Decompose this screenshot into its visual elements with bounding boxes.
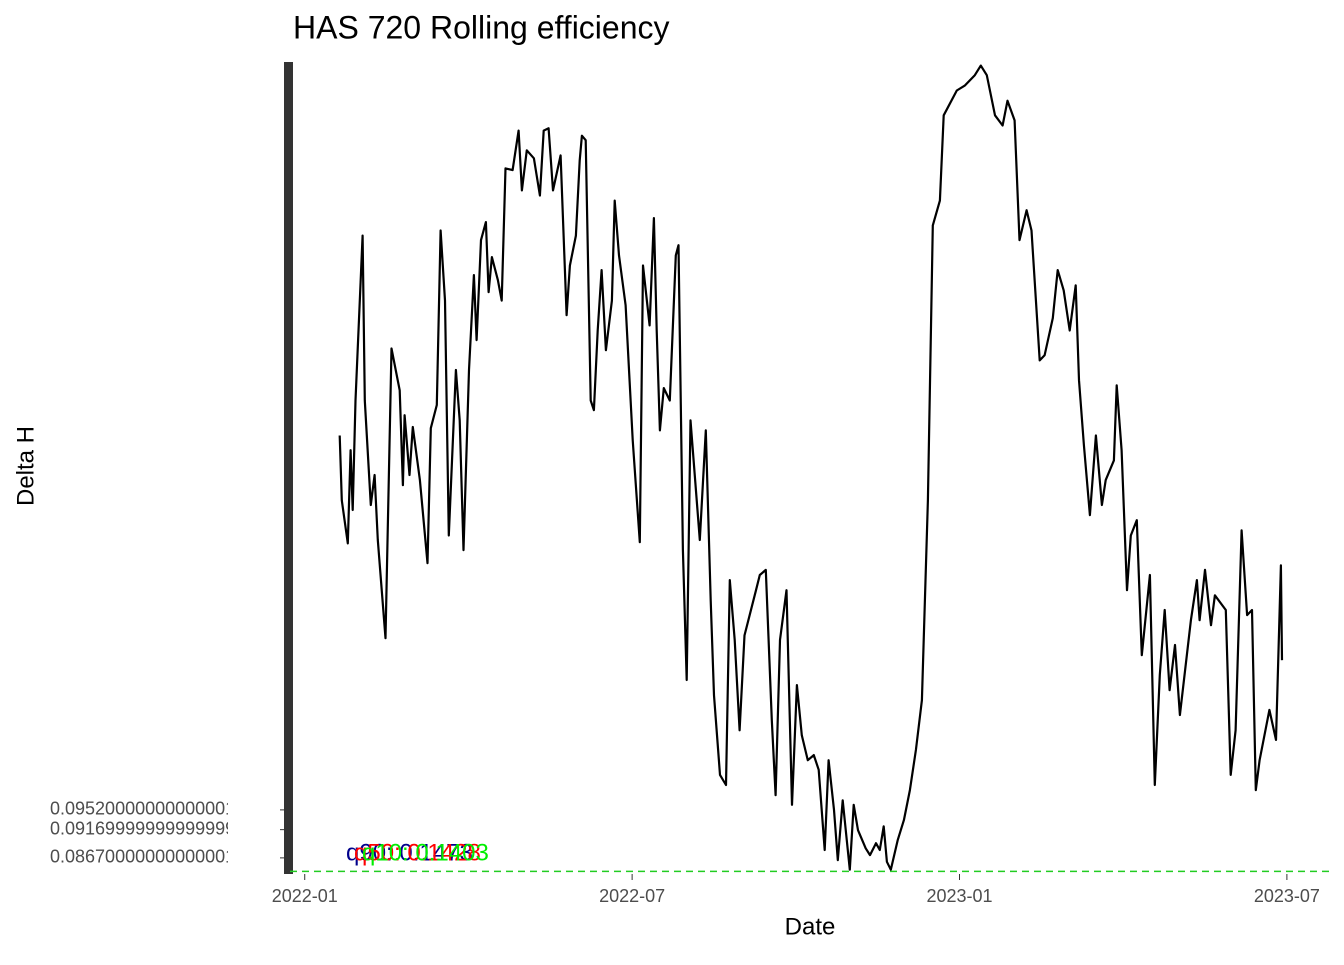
- y-tick-label: 0.09169999999999999: [50, 818, 235, 838]
- chart-title: HAS 720 Rolling efficiency: [293, 9, 670, 45]
- data-line: [338, 64, 1284, 871]
- y-tick-label: 0.09520000000000001: [50, 799, 235, 819]
- x-tick-label: 2023-07: [1254, 886, 1320, 906]
- x-axis-title: Date: [785, 913, 836, 940]
- x-tick-label: 2022-07: [599, 886, 665, 906]
- annotation: q90: 0.1473: [346, 839, 473, 866]
- annotation: q10: 0.1403: [362, 839, 489, 866]
- y-tick-label: 0.08670000000000001: [50, 847, 235, 867]
- y-axis-ticks-overlap: [284, 62, 293, 874]
- y-axis-title: Delta H: [12, 426, 39, 506]
- x-tick-label: 2022-01: [272, 886, 338, 906]
- x-tick-label: 2023-01: [926, 886, 992, 906]
- annotation: q50: 0.1428: [354, 839, 481, 866]
